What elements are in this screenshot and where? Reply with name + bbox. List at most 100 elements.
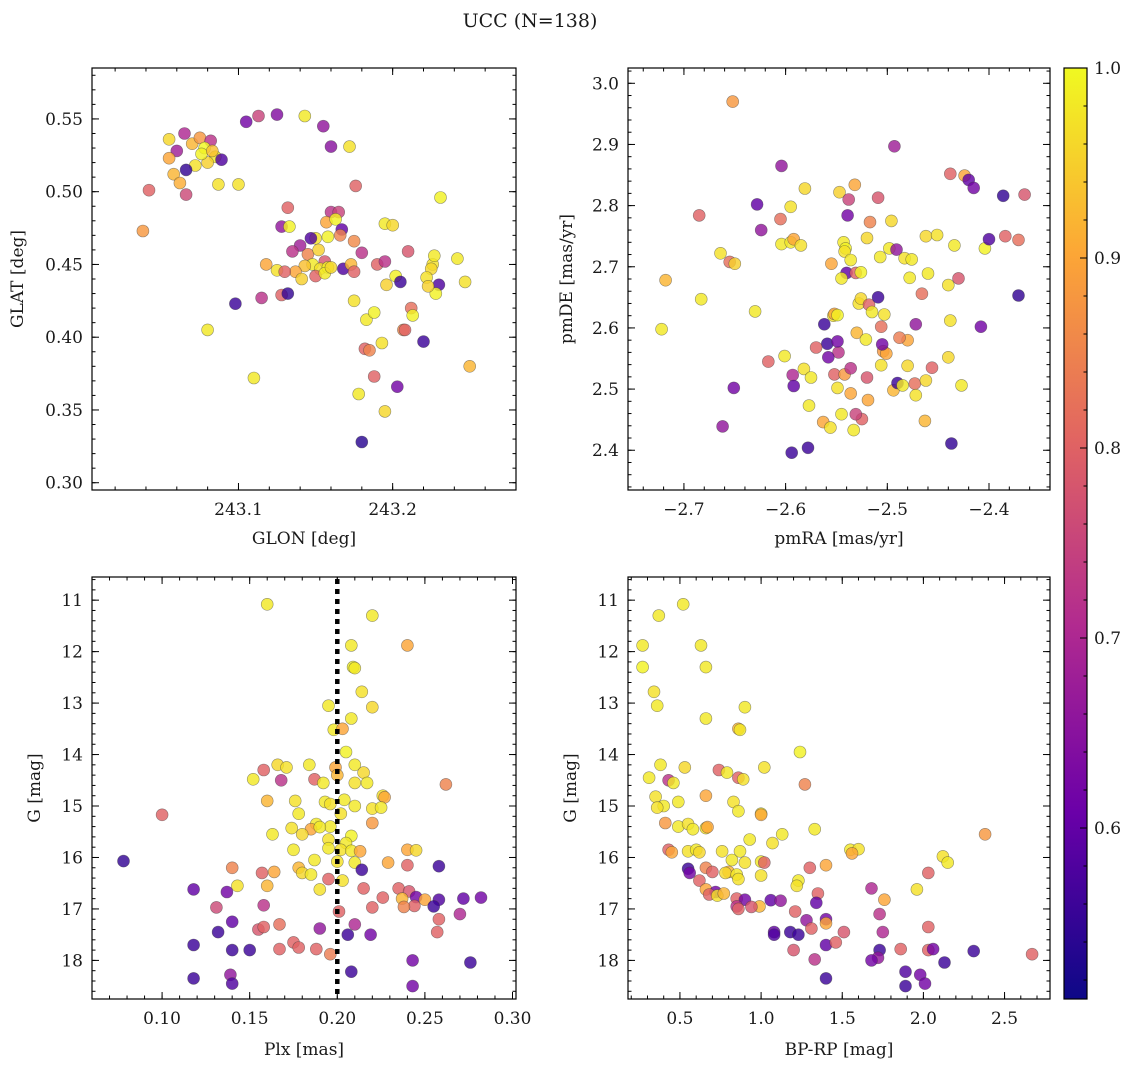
data-point [397, 900, 411, 914]
data-point [398, 323, 412, 337]
data-point [754, 223, 768, 237]
data-point [728, 257, 742, 271]
data-point [899, 979, 912, 993]
data-point [831, 381, 844, 395]
y-tick-label: 0.50 [45, 183, 83, 203]
data-point [841, 209, 854, 222]
data-point [850, 326, 864, 340]
data-point [273, 918, 286, 931]
data-point [312, 243, 325, 257]
data-point [427, 900, 441, 913]
data-point [117, 854, 130, 868]
data-point [232, 178, 245, 191]
data-point [825, 257, 838, 271]
data-point [865, 305, 879, 319]
data-point [257, 898, 271, 912]
data-point [285, 821, 299, 835]
data-point [365, 901, 379, 914]
data-point [283, 220, 296, 233]
data-point [808, 953, 822, 966]
data-point [809, 341, 823, 354]
scatter-points [136, 108, 477, 449]
colorbar-tick-label: 0.7 [1094, 629, 1121, 649]
y-axis-label: pmDE [mas/yr] [557, 214, 577, 344]
data-point [692, 209, 706, 222]
data-point [819, 858, 833, 872]
data-point [321, 230, 335, 244]
data-point [292, 941, 306, 954]
data-point [167, 167, 180, 181]
data-point [736, 772, 750, 786]
data-point [142, 183, 156, 197]
data-point [819, 972, 833, 985]
y-tick-label: 2.8 [592, 197, 619, 217]
data-point [652, 609, 666, 622]
data-point [786, 368, 800, 382]
data-point [352, 387, 366, 401]
data-point [792, 928, 805, 942]
data-point [220, 885, 234, 899]
data-point [766, 836, 779, 850]
figure-title: UCC (N=138) [463, 10, 598, 32]
data-point [136, 224, 150, 238]
data-point [364, 928, 377, 942]
scatter-points [655, 95, 1031, 460]
data-point [835, 407, 848, 421]
data-point [901, 359, 914, 373]
y-tick-label: 11 [61, 591, 83, 611]
y-tick-label: 17 [61, 900, 83, 920]
data-point [401, 858, 414, 872]
data-point [844, 387, 858, 400]
x-tick-label: 0.25 [406, 1009, 444, 1029]
data-point [793, 745, 807, 759]
axes-frame [91, 576, 517, 1000]
x-tick-label: 243.1 [214, 500, 263, 520]
data-point [348, 776, 362, 790]
data-point [295, 827, 309, 841]
data-point [890, 243, 903, 256]
data-point [930, 228, 944, 242]
data-point [650, 699, 664, 713]
data-point [1025, 947, 1039, 961]
data-point [647, 685, 661, 699]
data-point [323, 797, 337, 811]
data-point [267, 865, 281, 879]
data-point [865, 954, 878, 967]
data-point [798, 778, 812, 791]
data-point [206, 144, 219, 158]
data-point [871, 290, 885, 304]
x-axis-label: BP-RP [mag] [785, 1040, 894, 1060]
data-point [699, 660, 713, 674]
data-point [259, 258, 273, 271]
data-point [357, 882, 370, 895]
data-point [943, 167, 957, 181]
data-point [278, 265, 292, 279]
data-point [344, 965, 358, 979]
y-tick-label: 2.9 [592, 135, 619, 155]
data-point [406, 309, 420, 322]
data-point [337, 793, 351, 807]
data-point [761, 355, 775, 368]
data-point [919, 229, 933, 243]
data-point [255, 866, 269, 880]
data-point [694, 639, 708, 652]
data-point [888, 140, 901, 153]
data-point [367, 306, 381, 319]
data-point [748, 305, 762, 318]
data-point [871, 191, 885, 204]
data-point [732, 872, 745, 886]
data-point [243, 943, 256, 957]
data-point [344, 639, 358, 652]
data-point [894, 942, 908, 956]
data-point [671, 795, 685, 809]
data-point [654, 758, 667, 772]
data-point [952, 272, 965, 285]
data-point [899, 965, 912, 979]
y-tick-label: 13 [61, 694, 83, 714]
data-point [367, 370, 381, 383]
data-point [324, 261, 338, 274]
data-point [865, 882, 878, 895]
data-point [302, 758, 316, 772]
data-point [421, 279, 435, 293]
